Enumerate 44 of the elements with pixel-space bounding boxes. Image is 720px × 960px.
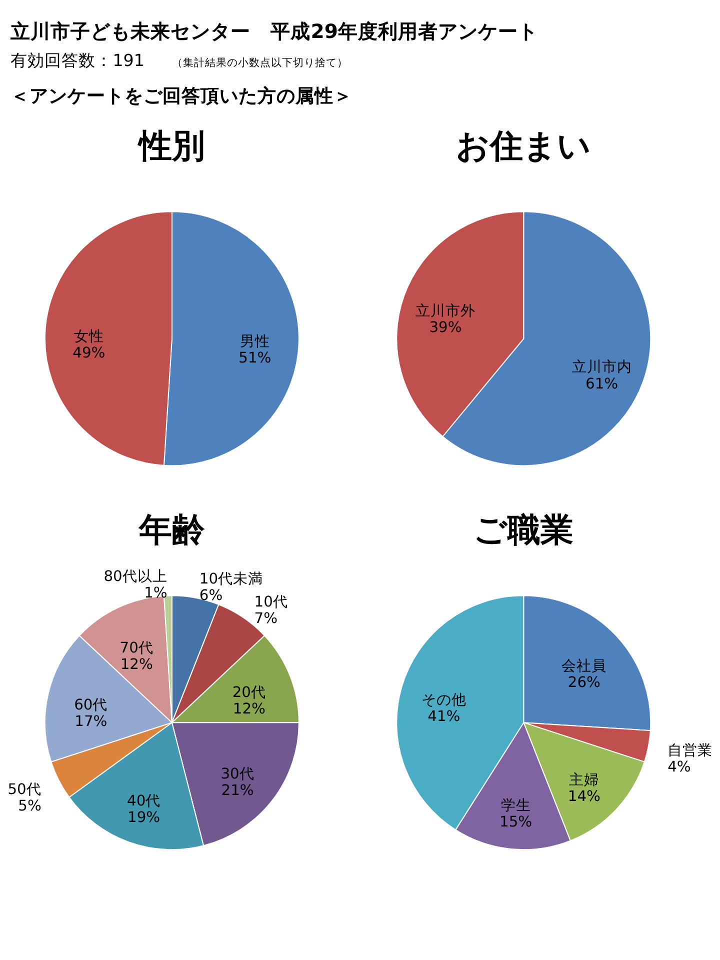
data-label: 61% <box>585 375 618 392</box>
chart-title: ご職業 <box>474 510 574 549</box>
slice-label: 10代 <box>254 593 288 610</box>
slice-label: 80代以上 <box>104 568 168 586</box>
chart-title: 性別 <box>136 126 205 165</box>
slice-label: 50代 <box>8 781 42 798</box>
data-label: 26% <box>568 674 601 692</box>
data-label: 1% <box>144 584 168 602</box>
slice-label: 立川市外 <box>416 302 476 320</box>
data-label: 4% <box>668 758 691 776</box>
slice-label: その他 <box>421 691 466 708</box>
data-label: 7% <box>254 610 278 627</box>
data-label: 19% <box>128 809 160 826</box>
slice-label: 30代 <box>220 765 254 782</box>
slice-label: 学生 <box>500 797 531 814</box>
data-label: 41% <box>428 708 460 725</box>
slice-label: 20代 <box>232 684 266 701</box>
data-label: 14% <box>568 788 601 805</box>
text: 有効回答数：191 <box>10 51 144 70</box>
slice-label: 70代 <box>120 639 154 656</box>
data-label: 6% <box>199 587 223 604</box>
chart-title: 年齢 <box>138 510 205 549</box>
slice-label: 男性 <box>240 333 270 350</box>
slice-label: 10代未満 <box>199 570 264 588</box>
slice-label: 自営業 <box>668 742 713 759</box>
text: 立川市子ども未来センター 平成29年度利用者アンケート <box>10 20 538 43</box>
data-label: 21% <box>221 782 254 799</box>
data-label: 17% <box>74 712 108 730</box>
data-label: 5% <box>18 798 42 815</box>
slice-label: 女性 <box>74 328 104 345</box>
data-label: 15% <box>500 814 532 831</box>
data-label: 12% <box>232 700 266 718</box>
slice-label: 立川市内 <box>572 358 632 376</box>
chart-title: お住まい <box>456 126 592 165</box>
data-label: 12% <box>120 656 153 673</box>
data-label: 39% <box>429 319 462 336</box>
data-label: 49% <box>72 344 106 362</box>
slice-label: 主婦 <box>569 771 600 788</box>
slice-label: 60代 <box>74 696 108 714</box>
text: （集計結果の小数点以下切り捨て） <box>172 56 348 70</box>
slice-label: 40代 <box>126 792 161 810</box>
slice-label: 会社員 <box>562 658 607 675</box>
data-label: 51% <box>238 350 272 367</box>
text: ＜アンケートをご回答頂いた方の属性＞ <box>10 85 353 108</box>
